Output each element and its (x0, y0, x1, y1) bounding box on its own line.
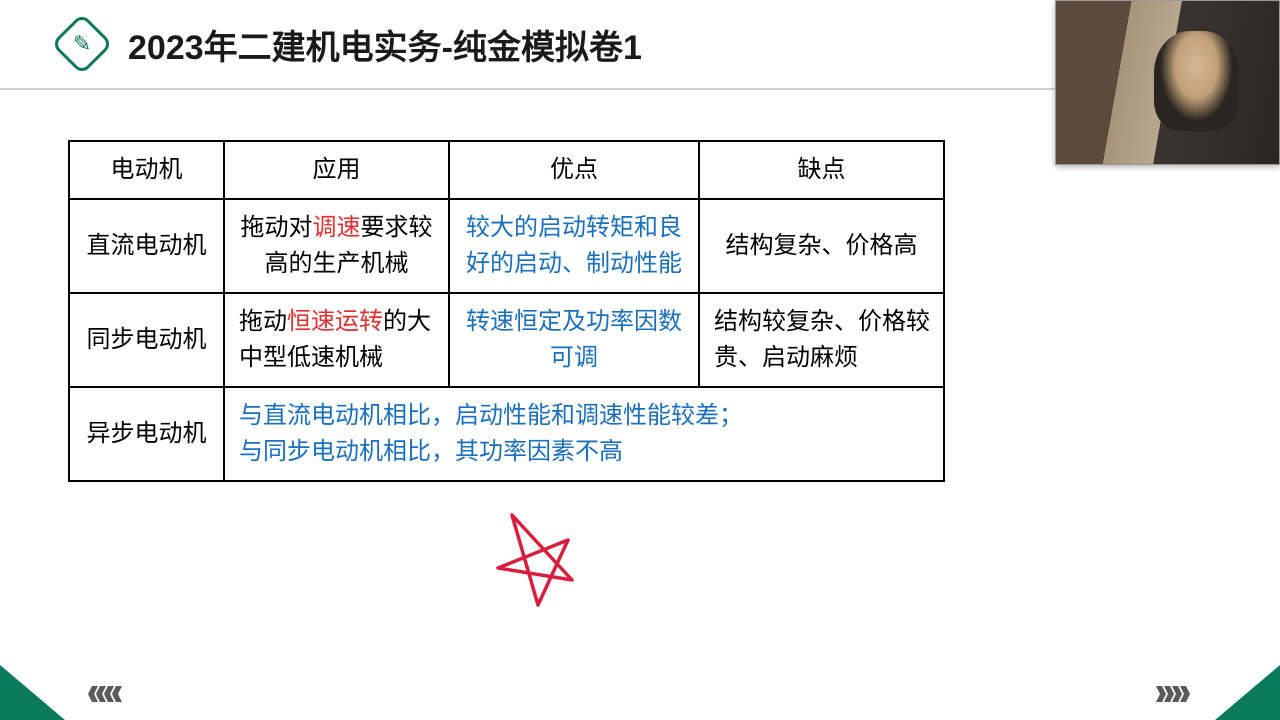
col-header-motor: 电动机 (69, 141, 224, 199)
corner-decoration-br (1215, 665, 1280, 720)
table-header-row: 电动机 应用 优点 缺点 (69, 141, 944, 199)
cell-motor-name: 直流电动机 (69, 199, 224, 293)
table-row: 直流电动机 拖动对调速要求较高的生产机械 较大的启动转矩和良好的启动、制动性能 … (69, 199, 944, 293)
col-header-disadvantage: 缺点 (699, 141, 944, 199)
cell-disadvantage: 结构较复杂、价格较贵、启动麻烦 (699, 293, 944, 387)
cell-disadvantage: 结构复杂、价格高 (699, 199, 944, 293)
presenter-webcam (1055, 0, 1280, 165)
hand-drawn-star-annotation (490, 510, 580, 620)
corner-decoration-bl (0, 665, 65, 720)
slide-title: 2023年二建机电实务-纯金模拟卷1 (128, 20, 642, 69)
cell-application: 拖动恒速运转的大中型低速机械 (224, 293, 449, 387)
col-header-application: 应用 (224, 141, 449, 199)
pencil-icon: ✎ (51, 13, 113, 75)
motor-comparison-table: 电动机 应用 优点 缺点 直流电动机 拖动对调速要求较高的生产机械 较大的启动转… (68, 140, 945, 482)
table-row: 异步电动机 与直流电动机相比，启动性能和调速性能较差； 与同步电动机相比，其功率… (69, 387, 944, 481)
col-header-advantage: 优点 (449, 141, 699, 199)
cell-application: 拖动对调速要求较高的生产机械 (224, 199, 449, 293)
cell-motor-name: 异步电动机 (69, 387, 224, 481)
page-chevron-left (90, 686, 122, 702)
cell-merged-comparison: 与直流电动机相比，启动性能和调速性能较差； 与同步电动机相比，其功率因素不高 (224, 387, 944, 481)
cell-advantage: 转速恒定及功率因数可调 (449, 293, 699, 387)
table-row: 同步电动机 拖动恒速运转的大中型低速机械 转速恒定及功率因数可调 结构较复杂、价… (69, 293, 944, 387)
cell-advantage: 较大的启动转矩和良好的启动、制动性能 (449, 199, 699, 293)
page-chevron-right (1158, 686, 1190, 702)
cell-motor-name: 同步电动机 (69, 293, 224, 387)
